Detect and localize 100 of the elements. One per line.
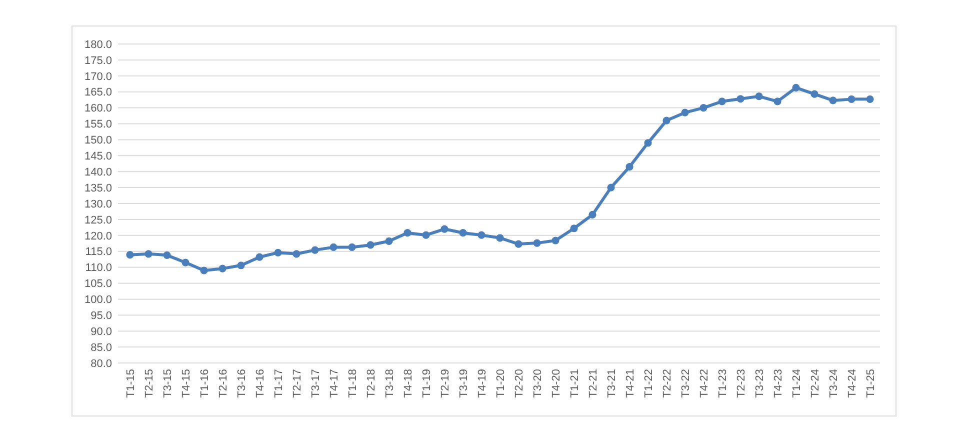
x-tick-label: T4-24 (846, 369, 858, 398)
point (459, 229, 467, 237)
point (774, 98, 782, 106)
y-tick-label: 145.0 (84, 150, 112, 162)
x-tick-label: T4-16 (254, 369, 266, 398)
y-tick-label: 170.0 (84, 70, 112, 83)
point (700, 104, 708, 112)
point (440, 225, 448, 233)
x-tick-label: T1-15 (125, 369, 137, 398)
point (718, 98, 726, 106)
point (496, 234, 504, 242)
point (607, 184, 615, 192)
y-tick-label: 150.0 (84, 134, 112, 147)
point (330, 243, 338, 252)
x-tick-label: T4-18 (402, 369, 414, 398)
point (681, 108, 689, 116)
x-tick-label: T2-24 (810, 369, 822, 398)
y-tick-label: 90.0 (90, 326, 112, 338)
x-tick-label: T1-22 (643, 369, 655, 398)
point (866, 95, 874, 103)
x-tick-label: T4-22 (698, 369, 710, 398)
x-tick-label: T4-19 (476, 369, 488, 398)
y-tick-label: 80.0 (90, 358, 112, 370)
point (292, 250, 300, 258)
y-tick-label: 155.0 (84, 118, 112, 131)
point (792, 84, 800, 92)
point (126, 251, 134, 259)
y-tick-label: 165.0 (84, 86, 112, 99)
x-tick-label: T1-25 (865, 369, 877, 398)
point (218, 264, 226, 272)
x-tick-label: T2-18 (366, 369, 378, 398)
point (626, 163, 634, 171)
x-tick-label: T3-23 (754, 369, 766, 398)
x-tick-label: T2-17 (292, 369, 304, 398)
y-tick-label: 85.0 (90, 342, 112, 354)
x-tick-label: T2-23 (736, 369, 748, 398)
x-tick-label: T4-21 (624, 369, 636, 398)
point (348, 243, 356, 252)
x-tick-label: T1-19 (421, 369, 433, 398)
x-tick-label: T4-23 (772, 369, 784, 398)
point (274, 248, 282, 256)
y-tick-label: 180.0 (84, 38, 112, 51)
point (533, 239, 541, 247)
x-tick-label: T2-22 (662, 369, 674, 398)
x-tick-label: T3-20 (532, 369, 544, 398)
y-tick-label: 95.0 (90, 310, 112, 322)
point (366, 241, 374, 249)
y-tick-label: 100.0 (84, 294, 112, 306)
point (311, 246, 319, 254)
point (829, 96, 837, 104)
x-tick-label: T1-17 (273, 369, 285, 398)
point (755, 92, 763, 100)
point (570, 224, 578, 232)
point (404, 229, 412, 237)
point (237, 262, 245, 270)
point (478, 231, 486, 239)
x-tick-label: T3-18 (384, 369, 396, 398)
x-tick-label: T4-15 (180, 369, 192, 398)
x-tick-label: T1-23 (717, 369, 729, 398)
x-tick-label: T2-21 (588, 369, 600, 398)
x-tick-label: T3-21 (606, 369, 618, 398)
y-tick-label: 135.0 (84, 182, 112, 194)
x-tick-label: T1-20 (495, 369, 507, 398)
x-tick-label: T1-21 (569, 369, 581, 398)
x-tick-label: T3-15 (162, 369, 174, 398)
x-tick-label: T1-18 (347, 369, 359, 398)
x-tick-label: T2-19 (440, 369, 452, 398)
x-tick-label: T3-16 (236, 369, 248, 398)
y-tick-label: 175.0 (84, 54, 112, 67)
y-tick-label: 130.0 (84, 198, 112, 210)
y-tick-label: 110.0 (85, 262, 112, 274)
x-tick-label: T4-20 (550, 369, 562, 398)
x-tick-label: T3-19 (458, 369, 470, 398)
x-tick-label: T2-20 (514, 369, 526, 398)
x-tick-label: T2-15 (144, 369, 156, 398)
point (385, 237, 393, 245)
y-tick-label: 140.0 (84, 166, 112, 178)
point (736, 95, 744, 103)
x-tick-label: T3-17 (310, 369, 322, 398)
point (810, 90, 818, 98)
y-tick-label: 160.0 (84, 102, 112, 115)
x-tick-label: T3-22 (680, 369, 692, 398)
point (163, 251, 171, 259)
point (848, 95, 856, 103)
y-tick-label: 115.0 (85, 246, 112, 258)
point (552, 236, 560, 244)
point (182, 258, 190, 266)
point (588, 210, 596, 218)
x-tick-label: T1-24 (791, 369, 803, 398)
point (422, 231, 430, 239)
y-tick-label: 125.0 (84, 214, 112, 226)
point (200, 266, 208, 274)
y-tick-label: 105.0 (84, 278, 112, 290)
point (514, 240, 522, 248)
x-tick-label: T1-16 (199, 369, 211, 398)
point (662, 116, 670, 124)
x-tick-label: T4-17 (328, 369, 340, 398)
x-tick-label: T3-24 (828, 369, 840, 398)
x-tick-label: T2-16 (218, 369, 230, 398)
point (256, 253, 264, 261)
